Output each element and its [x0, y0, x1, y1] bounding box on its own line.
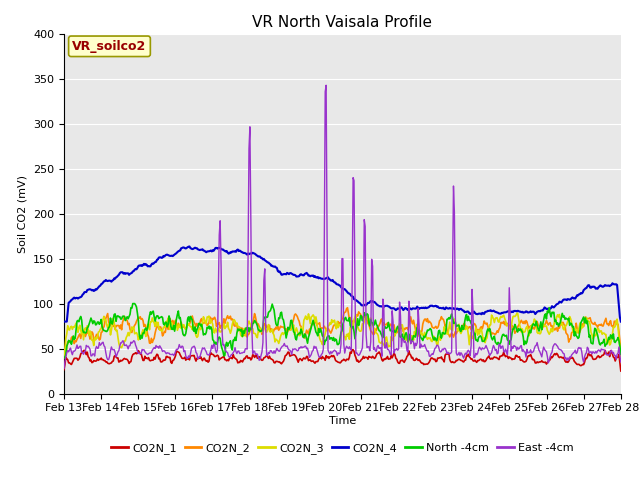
- Legend: CO2N_1, CO2N_2, CO2N_3, CO2N_4, North -4cm, East -4cm: CO2N_1, CO2N_2, CO2N_3, CO2N_4, North -4…: [106, 439, 579, 458]
- X-axis label: Time: Time: [329, 416, 356, 426]
- Title: VR North Vaisala Profile: VR North Vaisala Profile: [252, 15, 433, 30]
- Y-axis label: Soil CO2 (mV): Soil CO2 (mV): [17, 175, 28, 252]
- Text: VR_soilco2: VR_soilco2: [72, 40, 147, 53]
